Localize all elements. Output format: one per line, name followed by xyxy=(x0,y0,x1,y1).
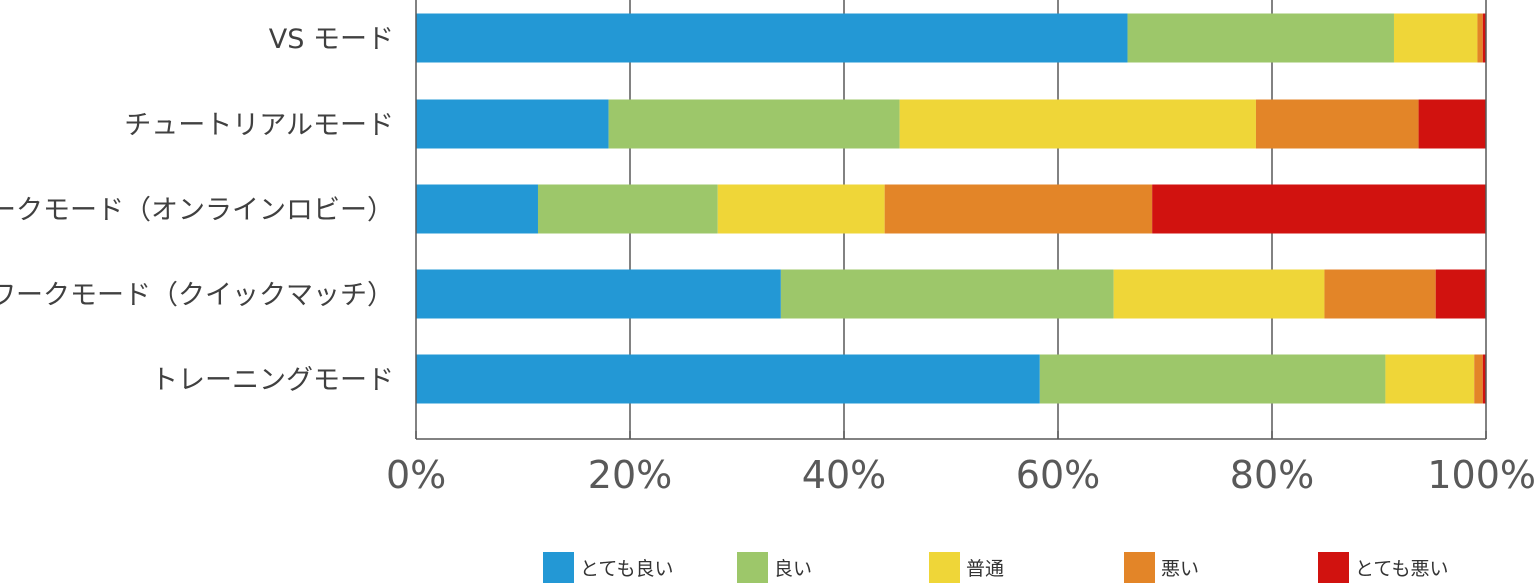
x-tick-label: 80% xyxy=(1230,453,1314,497)
bar-segment xyxy=(899,99,1256,149)
bar-segment xyxy=(1418,99,1486,149)
bar-segment xyxy=(416,354,1040,404)
category-label: VS モード xyxy=(269,24,394,55)
bar-segment xyxy=(1435,269,1486,319)
category-label: ネットワークモード（クイックマッチ） xyxy=(0,280,394,311)
bar-segment xyxy=(1113,269,1325,319)
category-label: ネットワークモード（オンラインロビー） xyxy=(0,195,394,226)
legend-item: とても良い xyxy=(543,551,674,583)
bar-segment xyxy=(1127,13,1394,63)
legend-label: とても悪い xyxy=(1355,557,1449,580)
x-tick-label: 40% xyxy=(802,453,886,497)
bar-segment xyxy=(1393,13,1478,63)
bar-segment xyxy=(780,269,1114,319)
bar-segment xyxy=(1152,184,1486,234)
bar-segment xyxy=(416,269,781,319)
bar-segment xyxy=(1482,13,1486,63)
legend-item: とても悪い xyxy=(1318,551,1449,583)
legend-swatch xyxy=(1318,551,1349,583)
bar-segment xyxy=(416,13,1128,63)
legend-swatch xyxy=(1124,551,1155,583)
bar-segment xyxy=(1474,354,1483,404)
legend-item: 悪い xyxy=(1124,551,1200,583)
legend-label: 普通 xyxy=(966,557,1005,580)
bars xyxy=(416,13,1486,404)
x-tick-label: 100% xyxy=(1427,453,1536,497)
x-tick-label: 60% xyxy=(1016,453,1100,497)
legend-swatch xyxy=(543,551,574,583)
legend-swatch xyxy=(737,551,768,583)
bar-segment xyxy=(608,99,900,149)
bar-segment xyxy=(1255,99,1419,149)
legend-label: 良い xyxy=(774,557,813,580)
category-label: チュートリアルモード xyxy=(124,110,394,141)
bar-segment xyxy=(416,99,609,149)
bar-segment xyxy=(537,184,718,234)
legend-item: 良い xyxy=(737,551,813,583)
x-tick-label: 20% xyxy=(588,453,672,497)
bar-segment xyxy=(1477,13,1483,63)
legend-swatch xyxy=(929,551,960,583)
category-labels: VS モードチュートリアルモードネットワークモード（オンラインロビー） ネットワー… xyxy=(0,24,394,396)
bar-segment xyxy=(1324,269,1436,319)
category-label: トレーニングモード xyxy=(151,365,394,396)
bar-segment xyxy=(1385,354,1475,404)
axes xyxy=(415,0,1487,440)
bar-segment xyxy=(884,184,1153,234)
bar-segment xyxy=(416,184,538,234)
x-tick-label: 0% xyxy=(386,453,446,497)
legend-label: 悪い xyxy=(1161,557,1200,580)
legend-label: とても良い xyxy=(580,557,674,580)
legend-item: 普通 xyxy=(929,551,1005,583)
legend: とても良い 良い 普通 悪い とても悪い xyxy=(0,551,1538,583)
bar-segment xyxy=(1039,354,1386,404)
tick-labels: 0% 20% 40% 60% 80% 100% xyxy=(386,453,1536,497)
bar-segment xyxy=(1482,354,1486,404)
stacked-bar-chart: VS モードチュートリアルモードネットワークモード（オンラインロビー） ネットワー… xyxy=(0,0,1536,497)
bar-segment xyxy=(717,184,885,234)
